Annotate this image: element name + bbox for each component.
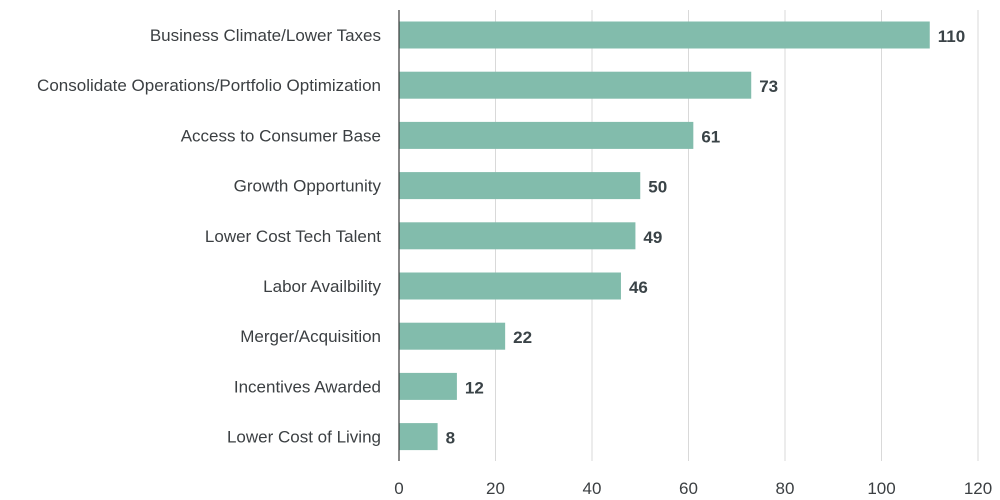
category-label: Lower Cost Tech Talent <box>205 227 381 246</box>
data-label: 22 <box>513 328 532 347</box>
x-tick-label: 0 <box>394 479 403 498</box>
category-label: Lower Cost of Living <box>227 428 381 447</box>
category-label: Consolidate Operations/Portfolio Optimiz… <box>37 76 381 95</box>
category-label: Access to Consumer Base <box>181 126 381 145</box>
data-label: 73 <box>759 77 778 96</box>
data-label: 110 <box>938 27 965 46</box>
data-label: 50 <box>648 178 667 197</box>
x-tick-label: 100 <box>867 479 895 498</box>
category-labels: Business Climate/Lower Taxes Consolidate … <box>37 26 381 447</box>
bar <box>399 372 457 400</box>
x-tick-label: 60 <box>679 479 698 498</box>
x-axis-ticks: 0 20 40 60 80 100 120 <box>394 479 992 498</box>
data-labels: 110 73 61 50 49 46 22 12 8 <box>446 27 966 448</box>
bars <box>399 21 930 451</box>
data-label: 46 <box>629 278 648 297</box>
bar <box>399 71 752 99</box>
x-tick-label: 20 <box>486 479 505 498</box>
category-label: Labor Availbility <box>263 277 381 296</box>
data-label: 8 <box>446 429 455 448</box>
bar <box>399 121 694 149</box>
category-label: Business Climate/Lower Taxes <box>150 26 381 45</box>
x-tick-label: 120 <box>964 479 992 498</box>
bar <box>399 423 438 451</box>
category-label: Incentives Awarded <box>234 377 381 396</box>
data-label: 12 <box>465 378 484 397</box>
data-label: 49 <box>643 228 662 247</box>
category-label: Growth Opportunity <box>234 177 382 196</box>
x-tick-label: 40 <box>583 479 602 498</box>
data-label: 61 <box>701 127 720 146</box>
bar <box>399 222 636 250</box>
category-label: Merger/Acquisition <box>240 327 381 346</box>
bar <box>399 322 506 350</box>
x-tick-label: 80 <box>776 479 795 498</box>
bar <box>399 21 930 49</box>
bar <box>399 172 641 200</box>
bar <box>399 272 621 300</box>
